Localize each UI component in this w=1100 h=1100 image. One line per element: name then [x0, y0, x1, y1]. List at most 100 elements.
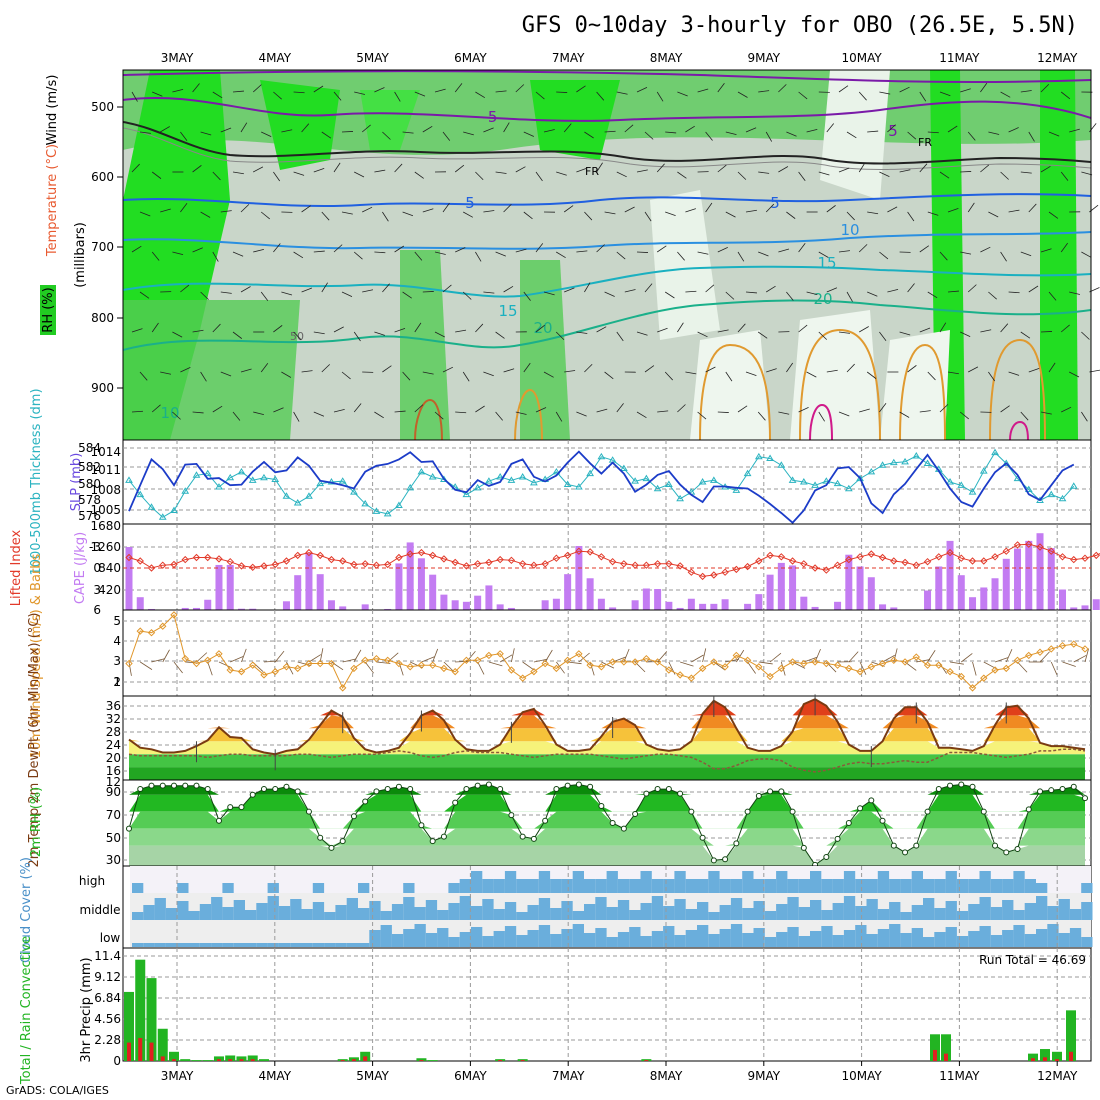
rh2m-point [452, 799, 459, 806]
wind10-point [732, 651, 741, 660]
cape-bar [564, 574, 572, 610]
wind-barb [212, 91, 223, 99]
thickness-point [979, 467, 988, 474]
rh2m-tick-label: 70 [106, 808, 121, 822]
wind10-point [293, 664, 302, 673]
wind10-barb [544, 649, 553, 663]
wind10-barb [128, 661, 132, 676]
wind10-barb [780, 661, 786, 676]
rh2m-point [395, 783, 402, 790]
wind-barb [253, 411, 264, 416]
lifted-index-point [665, 560, 673, 568]
cloud-high-bar [561, 879, 573, 893]
cloud-mid-bar [380, 911, 392, 920]
cape-bar [744, 603, 752, 610]
wind-barb [657, 327, 668, 333]
wind-barb [818, 331, 827, 340]
lifted-index-point [1081, 554, 1089, 562]
wind-barb [374, 411, 384, 419]
date-label-top: 4MAY [258, 51, 291, 65]
cloud-mid-bar [1069, 909, 1082, 920]
footer-credit: GrADS: COLA/IGES [6, 1084, 109, 1097]
cloud-high-bar [742, 871, 754, 893]
wind10-barb [196, 652, 208, 663]
precip-conv-bar [138, 1037, 143, 1061]
cloud-low-bar [1013, 925, 1025, 947]
precip-tick-label: 4.56 [94, 1012, 121, 1026]
cloud-low-bar [369, 930, 381, 947]
date-label-top: 10MAY [841, 51, 882, 65]
cape-bar [552, 598, 560, 610]
rh2m-point [834, 835, 841, 842]
wind-barb [705, 284, 715, 293]
wind10-ylabel: 10m Wind Speed (m/s) & Barbs [29, 553, 44, 758]
wind-barb [705, 131, 713, 141]
lifted-index-point [1070, 555, 1078, 564]
lifted-index-point [125, 553, 133, 562]
cape-bar [384, 608, 392, 610]
rh2m-point [890, 842, 897, 849]
wind-barb [1069, 128, 1080, 133]
temp2m-band [129, 767, 1085, 780]
wind-barb [1069, 291, 1081, 295]
cape-bar [924, 590, 932, 610]
lifted-index-point [226, 557, 234, 566]
wind-barb [374, 87, 385, 93]
wind-barb [725, 211, 736, 218]
thickness-point [856, 474, 864, 482]
cloud-level-middle: middle [80, 903, 121, 917]
wind-barb [656, 91, 664, 102]
wind-barb [899, 411, 910, 418]
wind-barb [858, 162, 866, 173]
contour-label: 15 [817, 254, 836, 272]
wind-barb [705, 366, 716, 373]
wind10-point [676, 671, 684, 679]
lifted-index-point [215, 555, 223, 563]
lifted-index-point [496, 555, 504, 564]
wind-barb [656, 163, 665, 173]
wind-barb [879, 171, 890, 178]
wind-barb [293, 331, 302, 341]
lifted-index-point [721, 568, 729, 576]
wind10-barb [477, 661, 485, 675]
wind-barb [200, 131, 212, 136]
wind10-barb [1005, 649, 1013, 663]
wind10-point [642, 654, 651, 663]
wind-barb [798, 324, 808, 333]
rh2m-point [733, 840, 740, 847]
precip-total-bar [236, 1056, 247, 1061]
wind10-point [923, 661, 932, 669]
cloud-low-bar [538, 925, 551, 947]
wind10-barb [848, 651, 859, 663]
lifted-index-point [293, 551, 302, 560]
date-label-bottom: 8MAY [650, 1069, 683, 1083]
cloud-mid-bar [358, 908, 370, 920]
thickness-point [428, 472, 437, 480]
cloud-mid-bar [482, 899, 494, 920]
cloud-mid-bar [1058, 899, 1070, 920]
upper-ylabel-temp: Temperature (°C) [45, 144, 60, 257]
cloud-low-bar [493, 931, 505, 947]
cloud-mid-bar [278, 906, 291, 920]
wind10-tick-label: 5 [113, 614, 121, 628]
wind10-barb [443, 661, 455, 673]
wind-barb [907, 283, 915, 293]
wind-barb [220, 127, 232, 133]
precip-tick-label: 9.12 [94, 970, 121, 984]
cloud-low-bar [143, 943, 155, 947]
cloud-mid-bar [1013, 910, 1025, 920]
wind-barb [240, 368, 252, 373]
wind10-point [316, 659, 324, 668]
wind-barb [192, 165, 202, 173]
wind-barb [301, 370, 313, 373]
lifted-index-point [1013, 541, 1022, 549]
wind-barb [685, 125, 695, 133]
lifted-index-point [181, 555, 189, 564]
cloud-low-bar [278, 943, 291, 947]
wind-barb [1081, 331, 1090, 340]
cloud-mid-bar [493, 909, 505, 920]
wind-barb [858, 91, 867, 101]
cloud-low-bar [617, 932, 630, 947]
lifted-index-point [518, 560, 527, 568]
wind-barb [677, 322, 684, 333]
